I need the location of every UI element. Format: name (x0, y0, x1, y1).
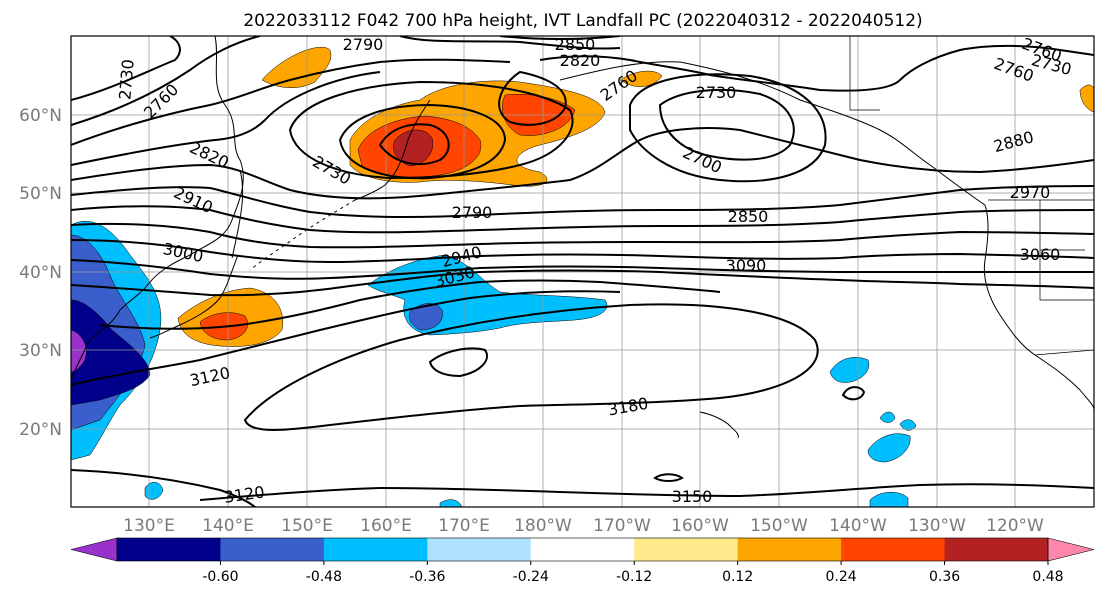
coast-hawaii (699, 411, 739, 439)
lon-label: 170°E (438, 516, 490, 536)
shade-lightblue-small1 (879, 411, 896, 423)
contour-label: 3060 (1020, 245, 1061, 264)
colorbar-tick-label: -0.36 (409, 569, 445, 585)
colorbar-segments (70, 537, 1095, 562)
map-frame (70, 35, 1095, 508)
shade-lightblue-bottom2 (869, 492, 909, 507)
longitude-axis: 130°E 140°E 150°E 160°E 170°E 180°W 170°… (123, 516, 1044, 536)
figure-title: 2022033112 F042 700 hPa height, IVT Land… (243, 11, 922, 31)
colorbar-segment (841, 538, 946, 561)
lon-label: 150°E (281, 516, 333, 536)
coast-kamchatka (354, 99, 431, 201)
colorbar-tick-label: -0.60 (202, 569, 238, 585)
ivt-positive-shading (177, 46, 1094, 347)
lat-label-30n: 30°N (19, 341, 62, 361)
coast-japan (149, 254, 239, 339)
lon-label: 180°W (514, 516, 572, 536)
colorbar-segment (323, 538, 428, 561)
colorbar-segment (427, 538, 532, 561)
shade-lightblue-hawaii-south (867, 433, 911, 463)
lat-label-60n: 60°N (19, 106, 62, 126)
contour-label: 2970 (1010, 183, 1051, 202)
shade-navy-west (71, 299, 151, 406)
border-canada-alaska (849, 36, 880, 111)
colorbar-tick-label: -0.24 (513, 569, 549, 585)
coast-kuril-aleutian (249, 199, 356, 271)
contour-label: 2850 (555, 35, 596, 54)
lat-label-40n: 40°N (19, 263, 62, 283)
colorbar: -0.60 -0.48 -0.36 -0.24 -0.12 0.12 0.24 0.36 0.4… (70, 537, 1095, 585)
contour-label: 3150 (672, 487, 713, 506)
lon-label: 160°E (360, 516, 412, 536)
shade-orange-small-ne (619, 70, 663, 87)
contour-label: 2790 (343, 35, 384, 54)
border-us-states (1039, 200, 1094, 301)
contour-label: 2730 (696, 83, 737, 102)
colorbar-segment (737, 538, 842, 561)
contour-label: 3090 (726, 256, 767, 275)
colorbar-segment (220, 538, 325, 561)
latitude-axis: 60°N 50°N 40°N 30°N 20°N (19, 106, 62, 440)
colorbar-segment (944, 538, 1049, 561)
colorbar-tick-label: 0.36 (929, 569, 960, 585)
border-us-mexico (1034, 349, 1094, 356)
colorbar-segment (117, 538, 221, 561)
shade-orange-canada (1079, 84, 1094, 113)
lon-label: 170°W (593, 516, 651, 536)
shade-blue-central (409, 303, 443, 331)
colorbar-tick-label: -0.12 (616, 569, 652, 585)
political-borders (849, 36, 1094, 356)
shade-lightblue-hawaii-east (829, 357, 870, 383)
colorbar-tick-label: 0.12 (722, 569, 753, 585)
shade-purple-west (71, 329, 87, 373)
colorbar-frame (116, 537, 1049, 562)
colorbar-tick-label: 0.24 (826, 569, 857, 585)
shade-lightblue-bottom3 (439, 499, 463, 507)
colorbar-extend-min (70, 537, 118, 562)
contour-label: 2790 (452, 203, 493, 222)
lon-label: 160°W (671, 516, 729, 536)
lon-label: 140°E (202, 516, 254, 536)
lon-label: 130°E (123, 516, 175, 536)
contour-label: 2820 (560, 51, 601, 70)
contour-label: 2850 (728, 207, 769, 226)
colorbar-ticks: -0.60 -0.48 -0.36 -0.24 -0.12 0.12 0.24 0.36 0.4… (202, 561, 1064, 585)
lon-label: 120°W (986, 516, 1044, 536)
lat-label-20n: 20°N (19, 420, 62, 440)
coast-asia-mainland (71, 36, 244, 381)
colorbar-tick-label: 0.48 (1032, 569, 1063, 585)
contour-label: 2730 (115, 58, 137, 100)
colorbar-segment (634, 538, 739, 561)
lat-label-50n: 50°N (19, 184, 62, 204)
lon-label: 150°W (750, 516, 808, 536)
lon-label: 140°W (829, 516, 887, 536)
coast-sakhalin (231, 169, 244, 259)
shade-orange-north-pacific (261, 46, 332, 88)
colorbar-segment (530, 538, 635, 561)
height-contours (71, 36, 1094, 507)
lon-label: 130°W (908, 516, 966, 536)
shade-darkred-core (393, 129, 434, 167)
colorbar-extend-max (1047, 537, 1095, 562)
colorbar-tick-label: -0.48 (306, 569, 342, 585)
